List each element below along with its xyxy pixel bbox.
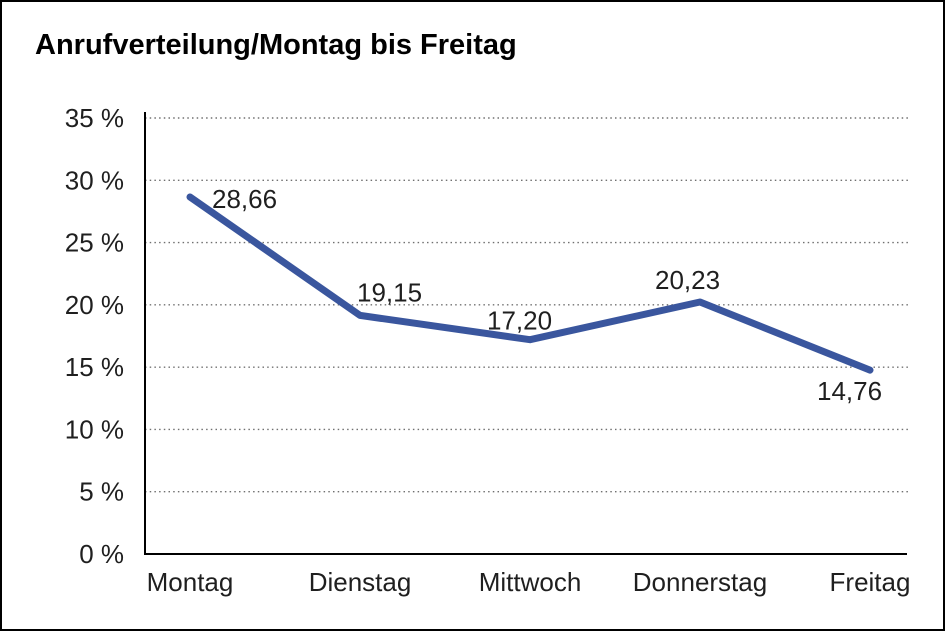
y-tick-label: 15 % bbox=[65, 352, 124, 382]
x-category-label: Freitag bbox=[830, 567, 911, 597]
y-tick-label: 25 % bbox=[65, 228, 124, 258]
data-line bbox=[186, 193, 874, 374]
y-tick-label: 30 % bbox=[65, 165, 124, 195]
x-category-label: Mittwoch bbox=[479, 567, 582, 597]
y-tick-label: 5 % bbox=[79, 477, 124, 507]
y-tick-label: 10 % bbox=[65, 414, 124, 444]
x-category-label: Dienstag bbox=[309, 567, 412, 597]
y-tick-label: 35 % bbox=[65, 103, 124, 133]
data-point-label: 17,20 bbox=[487, 306, 552, 336]
data-point-label: 28,66 bbox=[212, 184, 277, 214]
y-tick-label: 0 % bbox=[79, 539, 124, 569]
data-point-label: 14,76 bbox=[817, 376, 882, 406]
data-point-label: 20,23 bbox=[655, 265, 720, 295]
x-category-label: Donnerstag bbox=[633, 567, 767, 597]
y-tick-label: 20 % bbox=[65, 290, 124, 320]
data-point-label: 19,15 bbox=[357, 277, 422, 307]
x-category-label: Montag bbox=[147, 567, 234, 597]
chart-title: Anrufverteilung/Montag bis Freitag bbox=[35, 29, 517, 61]
